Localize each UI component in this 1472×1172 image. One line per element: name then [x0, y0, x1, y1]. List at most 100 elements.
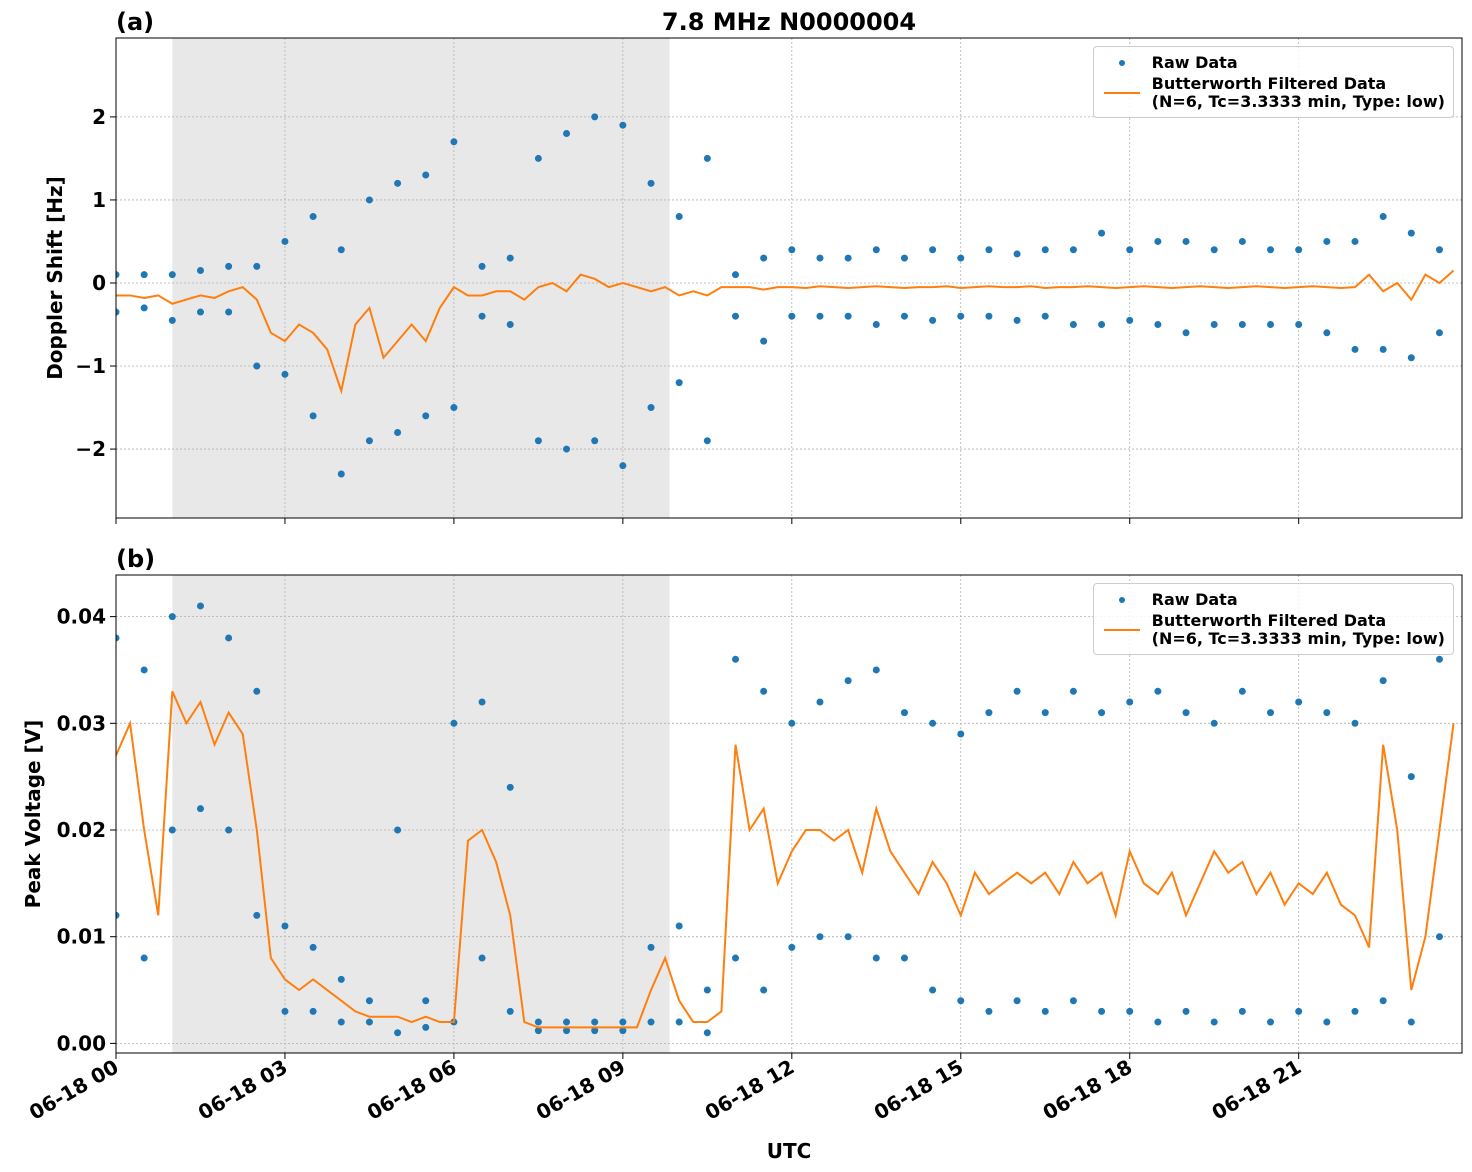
- legend-label: Raw Data: [1151, 590, 1238, 609]
- raw-point: [1379, 997, 1387, 1005]
- raw-point: [337, 1018, 345, 1026]
- raw-point: [703, 437, 711, 445]
- raw-point: [1351, 719, 1359, 727]
- raw-point: [1154, 1018, 1162, 1026]
- raw-point: [478, 698, 486, 706]
- raw-point: [731, 312, 739, 320]
- raw-point: [196, 805, 204, 813]
- legend-label: Raw Data: [1151, 53, 1238, 72]
- raw-point: [619, 1027, 627, 1035]
- raw-point: [394, 428, 402, 436]
- raw-point: [1351, 1007, 1359, 1015]
- x-tick-label: 06-18 15: [870, 1055, 968, 1125]
- legend-item: Raw Data: [1102, 53, 1445, 73]
- raw-point: [534, 1027, 542, 1035]
- raw-point: [788, 719, 796, 727]
- raw-point: [1267, 709, 1275, 717]
- raw-point: [168, 826, 176, 834]
- raw-point: [647, 179, 655, 187]
- raw-point: [1210, 1018, 1218, 1026]
- raw-point: [591, 113, 599, 121]
- raw-point: [1182, 1007, 1190, 1015]
- raw-point: [1323, 329, 1331, 337]
- raw-point: [619, 1018, 627, 1026]
- y-tick-label: 2: [92, 105, 106, 129]
- raw-point: [788, 246, 796, 254]
- y-tick-label: 0.04: [57, 605, 106, 629]
- axes-frame: [115, 37, 1463, 519]
- raw-point: [281, 1007, 289, 1015]
- legend-label: Butterworth Filtered Data (N=6, Tc=3.333…: [1151, 611, 1445, 648]
- raw-point: [563, 130, 571, 138]
- y-axis-label: Peak Voltage [V]: [21, 720, 45, 909]
- raw-point: [675, 1018, 683, 1026]
- raw-point: [929, 986, 937, 994]
- raw-point: [788, 312, 796, 320]
- raw-point: [140, 666, 148, 674]
- raw-point: [365, 997, 373, 1005]
- raw-point: [985, 312, 993, 320]
- raw-point: [1407, 1018, 1415, 1026]
- raw-point: [534, 437, 542, 445]
- raw-point: [478, 312, 486, 320]
- legend: Raw Data Butterworth Filtered Data (N=6, …: [1092, 583, 1454, 655]
- raw-point: [506, 254, 514, 262]
- raw-point: [281, 237, 289, 245]
- x-tick-label: 06-18 12: [701, 1055, 799, 1125]
- raw-point: [1098, 229, 1106, 237]
- raw-point: [1435, 329, 1443, 337]
- raw-point: [1238, 321, 1246, 329]
- raw-point: [394, 826, 402, 834]
- raw-point: [788, 943, 796, 951]
- y-tick-label: −1: [75, 354, 106, 378]
- raw-point: [703, 154, 711, 162]
- raw-point: [253, 911, 261, 919]
- raw-point: [647, 404, 655, 412]
- shaded-span: [172, 575, 670, 1053]
- raw-point: [563, 1027, 571, 1035]
- raw-point: [816, 254, 824, 262]
- raw-point: [1126, 316, 1134, 324]
- raw-point: [844, 254, 852, 262]
- raw-point: [140, 271, 148, 279]
- raw-point: [225, 826, 233, 834]
- raw-point: [844, 677, 852, 685]
- raw-point: [900, 312, 908, 320]
- raw-point: [337, 246, 345, 254]
- legend-swatch: [1118, 597, 1125, 603]
- shaded-span: [172, 38, 670, 518]
- raw-point: [365, 437, 373, 445]
- raw-point: [1126, 1007, 1134, 1015]
- raw-point: [731, 954, 739, 962]
- raw-point: [281, 370, 289, 378]
- raw-point: [1323, 709, 1331, 717]
- raw-point: [1435, 246, 1443, 254]
- raw-point: [309, 943, 317, 951]
- raw-point: [1379, 677, 1387, 685]
- raw-point: [253, 262, 261, 270]
- raw-point: [1210, 246, 1218, 254]
- raw-point: [675, 213, 683, 221]
- raw-point: [929, 316, 937, 324]
- raw-point: [844, 933, 852, 941]
- raw-point: [1435, 655, 1443, 663]
- raw-point: [675, 379, 683, 387]
- raw-point: [872, 246, 880, 254]
- y-tick-label: −2: [75, 437, 106, 461]
- legend-marker: [1118, 597, 1125, 603]
- raw-point: [478, 954, 486, 962]
- raw-point: [506, 321, 514, 329]
- raw-point: [1126, 698, 1134, 706]
- raw-point: [253, 687, 261, 695]
- raw-point: [196, 308, 204, 316]
- raw-point: [168, 271, 176, 279]
- raw-point: [703, 1029, 711, 1037]
- raw-point: [225, 308, 233, 316]
- x-tick-label: 06-18 21: [1208, 1055, 1306, 1125]
- raw-point: [1182, 329, 1190, 337]
- raw-point: [478, 262, 486, 270]
- raw-point: [1154, 237, 1162, 245]
- panel-label: (a): [116, 8, 154, 36]
- legend-swatch: [1103, 92, 1140, 94]
- raw-point: [1351, 237, 1359, 245]
